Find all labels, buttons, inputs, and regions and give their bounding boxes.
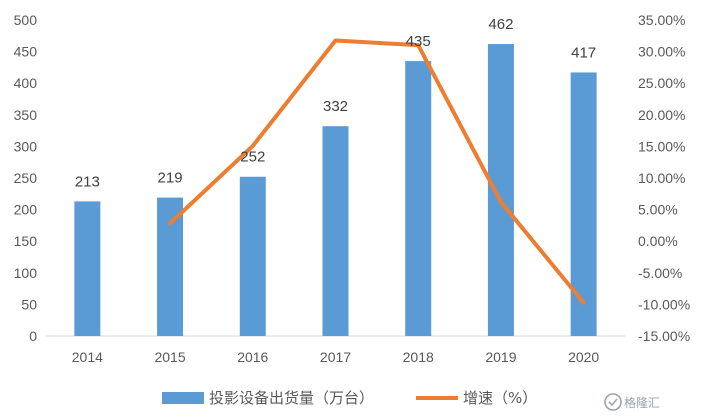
bar-data-label: 213 <box>75 173 100 190</box>
bar <box>239 176 266 336</box>
line-point <box>335 40 336 42</box>
left-tick-label: 50 <box>21 296 37 312</box>
x-tick-label: 2016 <box>237 349 268 365</box>
right-axis: -15.00% -10.00% -5.00% 0.00% 5.00% 10.00% 15.0… <box>638 12 690 344</box>
x-axis: 2014 2015 2016 2017 2018 2019 2020 <box>72 349 600 365</box>
line-series <box>168 38 586 305</box>
left-axis: 0 50 100 150 200 250 300 350 400 450 500 <box>14 12 38 344</box>
bar <box>322 126 349 337</box>
bar-data-label: 462 <box>488 16 513 33</box>
x-tick-label: 2014 <box>72 349 103 365</box>
legend-label-bar: 投影设备出货量（万台） <box>209 389 374 407</box>
bar <box>570 72 597 337</box>
data-labels: 213 219 252 332 435 462 417 <box>75 16 596 190</box>
left-tick-label: 350 <box>14 107 38 123</box>
left-tick-label: 200 <box>14 202 38 218</box>
right-tick-label: -5.00% <box>638 265 682 281</box>
bar-data-label: 435 <box>406 33 431 50</box>
left-tick-label: 450 <box>14 44 38 60</box>
bar-data-label: 332 <box>323 98 348 115</box>
left-tick-label: 150 <box>14 233 38 249</box>
line-point <box>417 44 419 46</box>
line-point <box>500 201 502 203</box>
right-tick-label: 15.00% <box>638 138 685 154</box>
right-tick-label: -15.00% <box>638 328 690 344</box>
x-tick-label: 2017 <box>320 349 351 365</box>
left-tick-label: 0 <box>29 328 37 344</box>
bar-data-label: 252 <box>240 149 265 166</box>
watermark-logo-icon <box>604 393 622 411</box>
left-tick-label: 300 <box>14 138 38 154</box>
bar <box>487 44 514 337</box>
x-tick-label: 2020 <box>568 349 599 365</box>
bar <box>405 61 432 337</box>
line-point <box>169 222 171 224</box>
left-tick-label: 500 <box>14 12 38 28</box>
line-point <box>252 145 254 147</box>
right-tick-label: 10.00% <box>638 170 685 186</box>
x-tick-label: 2019 <box>485 349 516 365</box>
x-tick-label: 2015 <box>154 349 185 365</box>
bar-data-label: 417 <box>571 44 596 61</box>
right-tick-label: -10.00% <box>638 296 690 312</box>
bar-data-label: 219 <box>158 170 183 187</box>
right-tick-label: 35.00% <box>638 12 685 28</box>
watermark: 格隆汇 <box>604 393 660 411</box>
legend-label-line: 增速（%） <box>463 389 537 407</box>
right-tick-label: 30.00% <box>638 44 685 60</box>
left-tick-label: 400 <box>14 75 38 91</box>
legend: 投影设备出货量（万台） 增速（%） <box>162 389 537 407</box>
bar <box>74 201 101 336</box>
growth-line <box>168 38 586 305</box>
x-tick-label: 2018 <box>403 349 434 365</box>
watermark-text: 格隆汇 <box>624 395 660 410</box>
legend-swatch-bar <box>162 392 204 404</box>
bar <box>157 197 184 336</box>
right-tick-label: 0.00% <box>638 233 678 249</box>
right-tick-label: 20.00% <box>638 107 685 123</box>
left-tick-label: 100 <box>14 265 38 281</box>
left-tick-label: 250 <box>14 170 38 186</box>
line-point <box>583 302 585 304</box>
right-tick-label: 5.00% <box>638 202 678 218</box>
bar-series <box>74 44 597 337</box>
right-tick-label: 25.00% <box>638 75 685 91</box>
